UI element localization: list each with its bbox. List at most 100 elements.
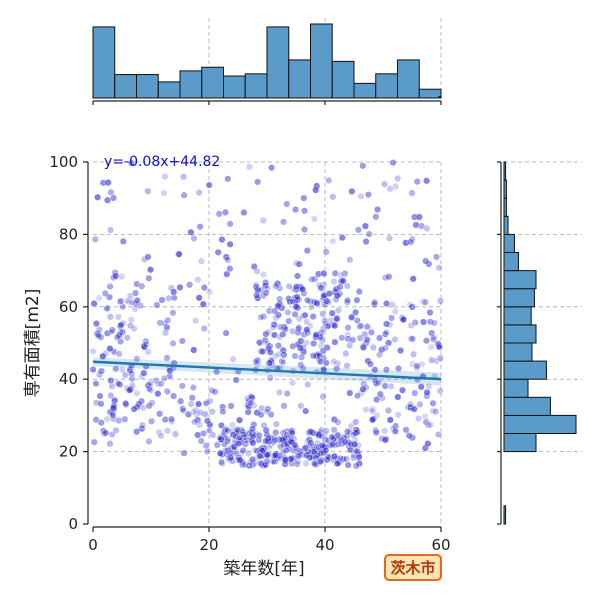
scatter-point xyxy=(420,318,428,326)
scatter-point xyxy=(153,301,161,309)
scatter-point xyxy=(334,360,342,368)
scatter-point xyxy=(119,237,127,245)
top-hist-bar xyxy=(418,88,442,99)
scatter-point xyxy=(381,180,389,188)
scatter-point xyxy=(163,323,171,331)
scatter-point xyxy=(435,343,443,351)
scatter-point xyxy=(107,392,115,400)
scatter-point xyxy=(252,358,260,366)
scatter-point xyxy=(424,421,432,429)
scatter-point xyxy=(346,256,354,264)
scatter-point xyxy=(133,389,141,397)
scatter-point xyxy=(186,281,194,289)
scatter-point xyxy=(133,297,141,305)
scatter-point xyxy=(341,438,349,446)
scatter-point xyxy=(107,226,115,234)
scatter-point xyxy=(328,309,336,317)
scatter-point xyxy=(240,208,248,216)
scatter-point xyxy=(127,370,135,378)
scatter-point xyxy=(205,181,213,189)
scatter-point xyxy=(417,383,425,391)
scatter-point xyxy=(248,398,256,406)
top-marginal-histogram xyxy=(92,18,442,105)
scatter-point xyxy=(264,451,272,459)
scatter-point xyxy=(215,210,223,218)
scatter-point xyxy=(436,354,444,362)
right-hist-bar xyxy=(503,161,507,181)
scatter-point xyxy=(275,350,283,358)
scatter-point xyxy=(222,329,230,337)
scatter-point xyxy=(283,200,291,208)
scatter-point xyxy=(226,265,234,273)
scatter-point xyxy=(331,338,339,346)
scatter-point xyxy=(344,428,352,436)
scatter-point xyxy=(272,314,280,322)
scatter-point xyxy=(218,460,226,468)
scatter-point xyxy=(146,379,154,387)
scatter-point xyxy=(179,405,187,413)
scatter-point xyxy=(415,415,423,423)
right-hist-bar xyxy=(503,342,533,362)
scatter-point xyxy=(295,315,303,323)
right-hist-bar xyxy=(503,179,507,199)
scatter-point xyxy=(348,187,356,195)
scatter-point xyxy=(421,412,429,420)
scatter-point xyxy=(291,310,299,318)
scatter-point xyxy=(206,397,214,405)
scatter-point xyxy=(381,382,389,390)
y-tick-label: 100 xyxy=(49,153,78,171)
scatter-point xyxy=(97,400,105,408)
scatter-point xyxy=(211,388,219,396)
scatter-point xyxy=(330,358,338,366)
scatter-point xyxy=(353,296,361,304)
scatter-point xyxy=(103,305,111,313)
scatter-point xyxy=(200,325,208,333)
scatter-point xyxy=(179,407,187,415)
scatter-point xyxy=(301,311,309,319)
scatter-point xyxy=(293,283,301,291)
scatter-point xyxy=(376,390,384,398)
scatter-point xyxy=(190,346,198,354)
scatter-point xyxy=(187,400,195,408)
scatter-point xyxy=(92,380,100,388)
scatter-point xyxy=(95,326,103,334)
scatter-point xyxy=(146,266,154,274)
scatter-point xyxy=(280,402,288,410)
scatter-point xyxy=(293,460,301,468)
top-hist-bar xyxy=(244,73,268,99)
scatter-point xyxy=(357,322,365,330)
scatter-point xyxy=(216,449,224,457)
scatter-point xyxy=(324,453,332,461)
scatter-point xyxy=(277,443,285,451)
scatter-point xyxy=(432,408,440,416)
scatter-point xyxy=(299,285,307,293)
scatter-point xyxy=(154,390,162,398)
scatter-point xyxy=(344,296,352,304)
scatter-point xyxy=(288,429,296,437)
scatter-point xyxy=(336,283,344,291)
scatter-point xyxy=(170,288,178,296)
scatter-point xyxy=(256,452,264,460)
scatter-point xyxy=(89,366,97,374)
scatter-point xyxy=(330,277,338,285)
scatter-point xyxy=(329,237,337,245)
scatter-point xyxy=(178,337,186,345)
scatter-point xyxy=(245,163,253,171)
scatter-point xyxy=(253,409,261,417)
scatter-point xyxy=(101,289,109,297)
right-marginal-histogram xyxy=(497,161,582,525)
scatter-point xyxy=(224,427,232,435)
right-hist-bar xyxy=(503,197,507,217)
right-hist-bar xyxy=(503,306,532,326)
scatter-point xyxy=(170,392,178,400)
scatter-point xyxy=(333,460,341,468)
y-tick-label: 80 xyxy=(59,225,78,243)
scatter-point xyxy=(195,294,203,302)
scatter-point xyxy=(372,429,380,437)
scatter-point xyxy=(249,456,257,464)
scatter-point xyxy=(436,297,444,305)
scatter-point xyxy=(90,300,98,308)
scatter-point xyxy=(261,461,269,469)
scatter-point xyxy=(413,178,421,186)
scatter-point xyxy=(385,339,393,347)
